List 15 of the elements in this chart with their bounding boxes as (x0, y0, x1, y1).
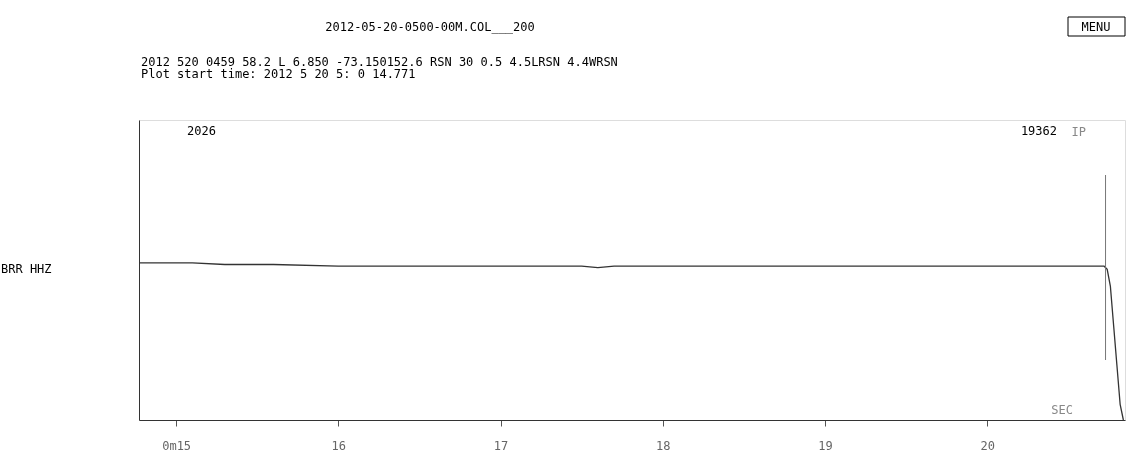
ref-line-label: IP (1071, 125, 1086, 139)
text: 2026 (187, 124, 216, 138)
x-tick-label: 18 (656, 438, 671, 453)
x-tick-label: 20 (980, 438, 995, 453)
x-tick-label: 17 (493, 438, 509, 453)
chart-title: 2012-05-20-0500-00M.COL___200 (325, 20, 535, 34)
text: 2012 520 0459 58.2 L 6.850 -73.150152.6 RSN 30 0.5 4.5LRSN 4.4WRSN (141, 55, 618, 69)
text: 19362 (1020, 124, 1057, 138)
x-tick-label: 19 (818, 438, 833, 453)
text: BRR HHZ (1, 262, 52, 276)
text: MENU (1081, 20, 1111, 34)
x-tick-label: 16 (331, 438, 347, 453)
x-tick-label: 0m15 (162, 438, 192, 453)
x-axis-title: SEC (1051, 403, 1073, 417)
text: Plot start time: 2012 5 20 5: 0 14.771 (141, 67, 416, 81)
